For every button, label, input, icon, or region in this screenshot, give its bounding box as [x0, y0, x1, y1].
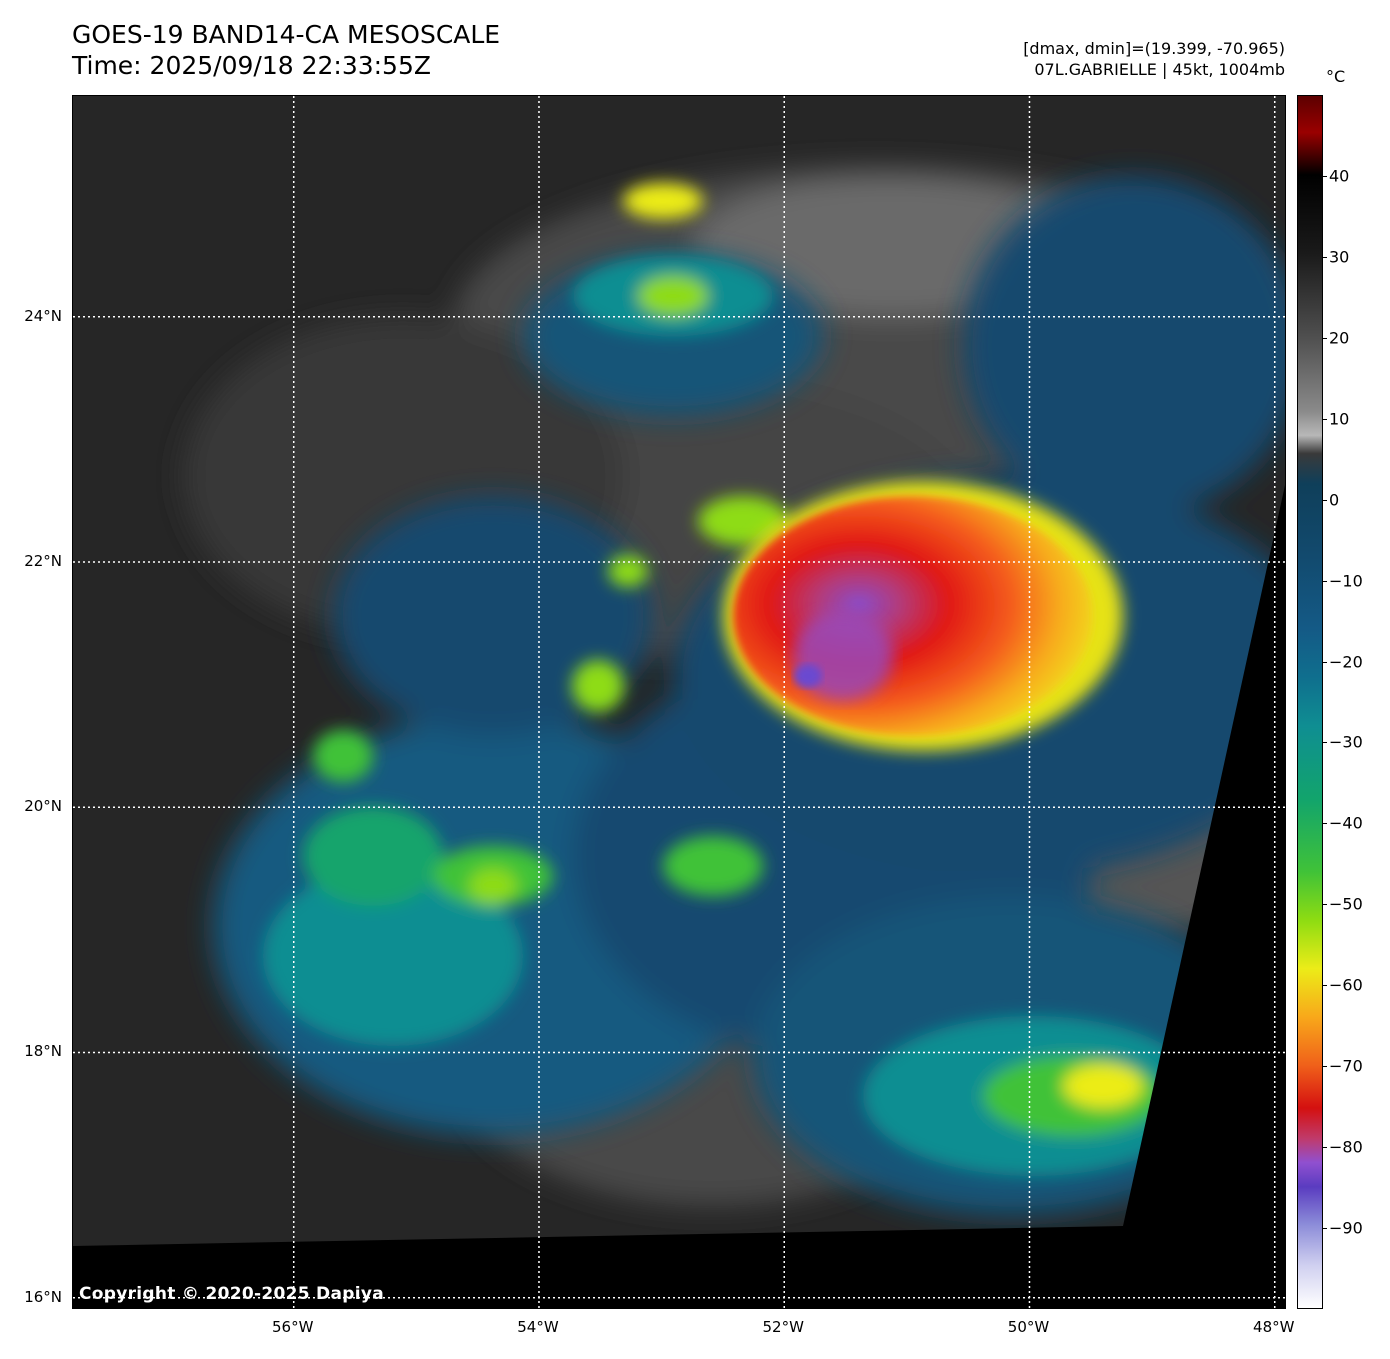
colorbar-tick-mark [1323, 904, 1327, 906]
colorbar-tick-label: −30 [1329, 732, 1363, 752]
lon-tick-label: 56°W [272, 1318, 314, 1336]
colorbar-tick-mark [1323, 1147, 1327, 1149]
copyright-notice: Copyright © 2020-2025 Dapiya [79, 1284, 384, 1304]
storm-info: [dmax, dmin]=(19.399, -70.965) 07L.GABRI… [1023, 38, 1285, 80]
colorbar-tick-label: −80 [1329, 1137, 1363, 1157]
lon-tick-label: 50°W [1007, 1318, 1050, 1336]
lat-lon-grid [73, 96, 1285, 1308]
colorbar-tick-label: −50 [1329, 894, 1363, 914]
temperature-range: [dmax, dmin]=(19.399, -70.965) [1023, 39, 1285, 58]
colorbar-tick-label: 10 [1329, 409, 1350, 429]
colorbar-unit: °C [1326, 67, 1346, 86]
colorbar-tick-label: −40 [1329, 813, 1363, 833]
colorbar-tick-mark [1323, 499, 1327, 501]
colorbar-tick-mark [1323, 661, 1327, 663]
lon-tick-label: 48°W [1253, 1318, 1295, 1336]
lat-tick-label: 18°N [24, 1042, 62, 1061]
colorbar-tick-label: −10 [1329, 571, 1363, 591]
colorbar-tick-label: 20 [1329, 328, 1350, 348]
colorbar-tick-label: 0 [1329, 490, 1340, 510]
central-dense-overcast [723, 481, 1123, 751]
lat-tick-label: 20°N [24, 797, 62, 816]
colorbar-tick-mark [1323, 1228, 1327, 1230]
colorbar-tick-mark [1323, 256, 1327, 258]
no-data-region [73, 485, 1285, 1308]
colorbar-tick-mark [1323, 742, 1327, 744]
colorbar-tick-label: −20 [1329, 652, 1363, 672]
colorbar-tick-label: 30 [1329, 247, 1350, 267]
lon-tick-label: 54°W [517, 1318, 559, 1336]
convective-bands [263, 183, 1203, 1176]
image-title: GOES-19 BAND14-CA MESOSCALE [72, 20, 501, 49]
temperature-colorbar [1297, 95, 1323, 1309]
satellite-map: Copyright © 2020-2025 Dapiya [72, 95, 1286, 1309]
image-timestamp: Time: 2025/09/18 22:33:55Z [72, 51, 431, 80]
colorbar-tick-label: −70 [1329, 1056, 1363, 1076]
satellite-imagery [73, 96, 1285, 1308]
colorbar-tick-mark [1323, 337, 1327, 339]
storm-name-intensity: 07L.GABRIELLE | 45kt, 1004mb [1034, 60, 1285, 79]
colorbar-tick-label: −60 [1329, 975, 1363, 995]
colorbar-tick-mark [1323, 985, 1327, 987]
lon-tick-label: 52°W [762, 1318, 804, 1336]
colorbar-tick-label: −90 [1329, 1218, 1363, 1238]
lat-tick-label: 16°N [24, 1287, 62, 1306]
colorbar-tick-mark [1323, 175, 1327, 177]
colorbar-tick-mark [1323, 823, 1327, 825]
lat-tick-label: 24°N [24, 306, 62, 325]
colorbar-tick-mark [1323, 1066, 1327, 1068]
colorbar-tick-mark [1323, 580, 1327, 582]
lat-tick-label: 22°N [24, 551, 62, 570]
colorbar-tick-label: 40 [1329, 166, 1350, 186]
colorbar-tick-mark [1323, 418, 1327, 420]
